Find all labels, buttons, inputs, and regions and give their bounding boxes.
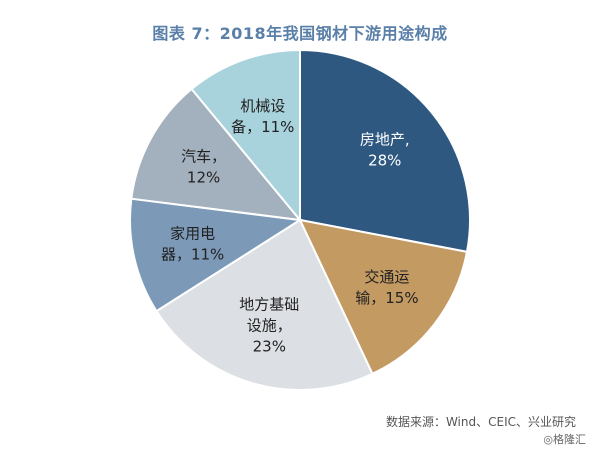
slice-label-line: 设施， xyxy=(247,317,292,335)
pie-slice-0 xyxy=(299,48,471,254)
watermark-icon: ◎ xyxy=(543,433,553,446)
slice-label-2: 地方基础设施， 23% xyxy=(239,296,299,356)
slice-label-line: 房地产, xyxy=(360,130,410,148)
chart-title: 图表 7：2018年我国钢材下游用途构成 xyxy=(152,24,448,43)
watermark: ◎格隆汇 xyxy=(543,431,586,447)
slice-label-line: 23% xyxy=(253,338,286,356)
slice-label-line: 器，11% xyxy=(161,245,224,263)
slice-label-4: 汽车， 12% xyxy=(181,148,226,187)
pie-slice-5 xyxy=(190,48,301,223)
slice-label-line: 备，11% xyxy=(231,118,294,136)
slice-label-line: 交通运 xyxy=(364,268,409,286)
slice-label-line: 家用电 xyxy=(170,224,215,242)
slice-label-1: 交通运输，15% xyxy=(355,268,418,307)
pie-slice-4 xyxy=(130,87,303,222)
slice-label-line: 输，15% xyxy=(355,289,418,307)
slice-label-line: 地方基础 xyxy=(239,296,299,314)
watermark-text: 格隆汇 xyxy=(553,433,586,446)
pie-slice-1 xyxy=(298,218,469,376)
pie-slice-3 xyxy=(128,197,303,313)
slice-label-line: 汽车， xyxy=(181,148,226,166)
data-source-note: 数据来源：Wind、CEIC、兴业研究 xyxy=(385,415,576,429)
slice-label-line: 机械设 xyxy=(240,97,285,115)
slice-label-line: 28% xyxy=(368,151,401,169)
pie-slice-2 xyxy=(155,218,374,391)
slice-label-5: 机械设备，11% xyxy=(231,97,294,136)
slice-label-line: 12% xyxy=(187,169,220,187)
slice-label-3: 家用电器，11% xyxy=(161,224,224,263)
slice-label-0: 房地产, 28% xyxy=(360,130,410,169)
